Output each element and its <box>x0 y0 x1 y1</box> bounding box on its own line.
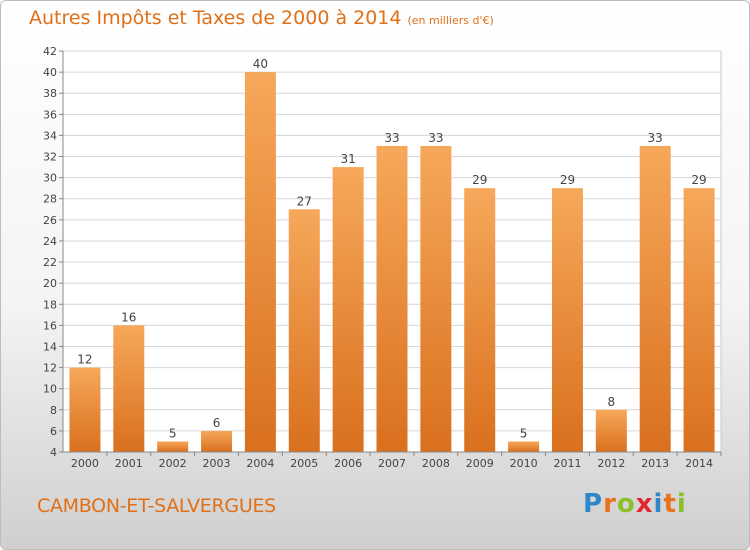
data-label: 6 <box>213 416 221 430</box>
y-tick-label: 38 <box>43 87 57 100</box>
y-tick-label: 34 <box>43 129 57 142</box>
x-tick-label: 2010 <box>510 457 538 470</box>
data-label: 31 <box>340 152 355 166</box>
y-tick-label: 24 <box>43 235 57 248</box>
y-tick-label: 40 <box>43 66 57 79</box>
x-tick-label: 2004 <box>246 457 274 470</box>
data-label: 8 <box>608 395 616 409</box>
data-label: 5 <box>169 426 177 440</box>
bar <box>201 430 233 452</box>
bar <box>113 325 145 452</box>
commune-name: CAMBON-ET-SALVERGUES <box>37 495 276 517</box>
data-label: 27 <box>297 194 312 208</box>
x-tick-label: 2005 <box>290 457 318 470</box>
y-tick-label: 10 <box>43 383 57 396</box>
chart-title: Autres Impôts et Taxes de 2000 à 2014 (en… <box>29 7 494 29</box>
x-tick-label: 2013 <box>641 457 669 470</box>
y-tick-label: 42 <box>43 45 57 58</box>
bar <box>288 209 320 452</box>
logo-letter: i <box>676 489 687 519</box>
y-tick-label: 26 <box>43 214 57 227</box>
y-tick-label: 8 <box>50 404 57 417</box>
data-label: 33 <box>428 131 443 145</box>
data-label: 33 <box>648 131 663 145</box>
chart-title-text: Autres Impôts et Taxes de 2000 à 2014 <box>29 7 402 29</box>
bar <box>376 145 408 452</box>
logo-letter: r <box>603 489 617 519</box>
logo-letter: o <box>616 489 636 519</box>
data-label: 29 <box>472 173 487 187</box>
proxiti-logo: Proxiti <box>583 489 687 519</box>
x-tick-label: 2008 <box>422 457 450 470</box>
data-label: 16 <box>121 310 136 324</box>
bar <box>244 72 276 453</box>
x-tick-label: 2001 <box>115 457 143 470</box>
y-tick-label: 30 <box>43 172 57 185</box>
y-tick-label: 18 <box>43 298 57 311</box>
data-label: 5 <box>520 426 528 440</box>
x-tick-label: 2002 <box>159 457 187 470</box>
x-tick-label: 2007 <box>378 457 406 470</box>
data-label: 29 <box>691 173 706 187</box>
x-tick-label: 2011 <box>553 457 581 470</box>
logo-letter: i <box>653 489 664 519</box>
y-tick-label: 22 <box>43 256 57 269</box>
x-tick-label: 2012 <box>597 457 625 470</box>
x-tick-label: 2009 <box>466 457 494 470</box>
x-tick-label: 2000 <box>71 457 99 470</box>
x-tick-label: 2014 <box>685 457 713 470</box>
bar <box>595 409 627 452</box>
bar <box>69 367 101 452</box>
logo-letter: x <box>635 489 654 519</box>
y-tick-label: 4 <box>50 446 57 459</box>
y-tick-label: 32 <box>43 151 57 164</box>
bar <box>683 188 715 452</box>
y-tick-label: 6 <box>50 425 57 438</box>
bar <box>551 188 583 452</box>
y-tick-label: 16 <box>43 319 57 332</box>
y-tick-label: 12 <box>43 362 57 375</box>
bar <box>464 188 496 452</box>
data-label: 12 <box>77 353 92 367</box>
data-label: 40 <box>253 57 268 71</box>
x-tick-label: 2003 <box>203 457 231 470</box>
logo-letter: t <box>663 489 677 519</box>
data-label: 33 <box>384 131 399 145</box>
x-tick-label: 2006 <box>334 457 362 470</box>
bar <box>332 167 364 452</box>
bar <box>157 441 189 452</box>
y-tick-label: 36 <box>43 108 57 121</box>
y-tick-label: 20 <box>43 277 57 290</box>
data-label: 29 <box>560 173 575 187</box>
y-tick-label: 28 <box>43 193 57 206</box>
bar <box>639 145 671 452</box>
bar <box>420 145 452 452</box>
bar <box>508 441 540 452</box>
chart-subtitle: (en milliers d'€) <box>407 14 494 27</box>
logo-letter: P <box>583 489 604 519</box>
y-tick-label: 14 <box>43 340 57 353</box>
